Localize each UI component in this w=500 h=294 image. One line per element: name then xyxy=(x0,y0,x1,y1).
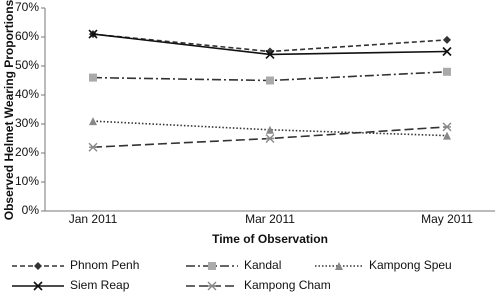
y-tick-label: 50% xyxy=(15,58,39,72)
x-tick-label: May 2011 xyxy=(421,212,473,226)
data-point xyxy=(89,73,97,82)
legend-marker xyxy=(34,262,42,270)
y-tick-label: 10% xyxy=(15,174,39,188)
data-point xyxy=(265,134,275,143)
legend-label: Phnom Penh xyxy=(70,258,139,272)
data-point xyxy=(443,131,451,140)
legend-label: Siem Reap xyxy=(70,278,130,292)
x-tick-label: Mar 2011 xyxy=(245,212,295,226)
y-tick-label: 70% xyxy=(15,0,39,14)
legend-label: Kampong Speu xyxy=(369,258,452,272)
legend-marker xyxy=(208,262,216,270)
y-tick-label: 60% xyxy=(15,29,39,43)
legend-marker xyxy=(207,281,217,291)
data-point xyxy=(443,35,451,44)
data-point xyxy=(266,76,274,85)
x-tick-label: Jan 2011 xyxy=(69,212,118,226)
series-line xyxy=(92,120,448,137)
y-tick-label: 30% xyxy=(15,116,39,130)
y-tick-label: 0% xyxy=(22,203,40,217)
y-tick-label: 20% xyxy=(15,145,39,159)
data-point xyxy=(266,125,274,134)
data-point xyxy=(442,46,452,57)
data-point xyxy=(443,67,451,76)
legend-marker xyxy=(33,281,43,291)
data-point xyxy=(88,142,98,152)
data-point xyxy=(88,29,98,39)
y-axis-label: Observed Helmet Wearing Proportions xyxy=(2,0,16,220)
y-tick-label: 40% xyxy=(15,87,39,101)
data-point xyxy=(442,122,452,132)
data-point xyxy=(265,49,275,59)
legend-label: Kandal xyxy=(244,258,281,272)
data-point xyxy=(89,117,97,126)
legend-label: Kampong Cham xyxy=(244,278,331,292)
x-axis-label: Time of Observation xyxy=(212,232,328,246)
legend-marker xyxy=(335,262,343,270)
